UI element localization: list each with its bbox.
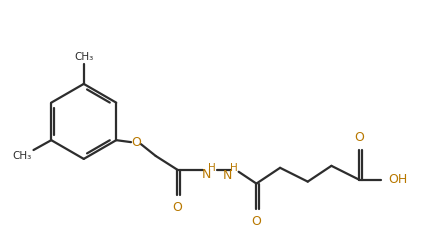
Text: O: O [251, 215, 261, 228]
Text: CH₃: CH₃ [74, 52, 93, 62]
Text: O: O [172, 201, 182, 214]
Text: N: N [201, 168, 210, 181]
Text: CH₃: CH₃ [12, 151, 31, 161]
Text: N: N [223, 169, 232, 182]
Text: O: O [131, 136, 141, 149]
Text: O: O [353, 131, 363, 144]
Text: H: H [229, 163, 237, 173]
Text: OH: OH [388, 173, 407, 186]
Text: H: H [207, 163, 215, 173]
